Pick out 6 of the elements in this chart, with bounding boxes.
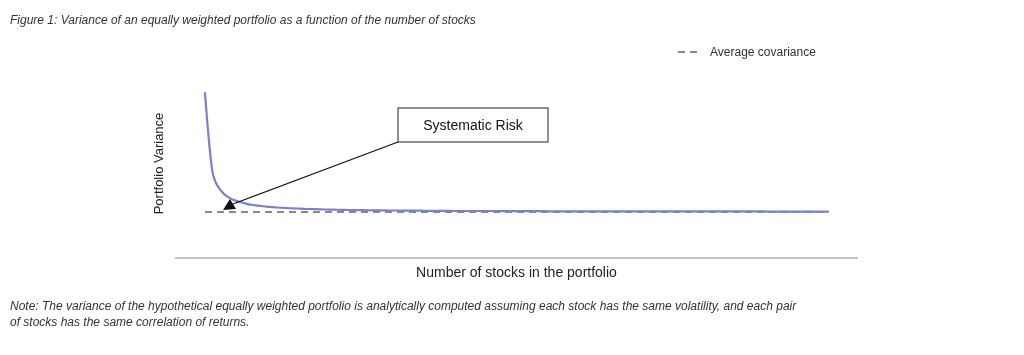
legend-label: Average covariance [710, 45, 817, 59]
chart-title: Figure 1: Variance of an equally weighted portfolio as a function of the number of stocks [10, 13, 476, 27]
y-axis-title: Portfolio Variance [151, 112, 166, 215]
text: Note: The variance of the hypothetical equally weighted portfolio is analytically computed assuming each stock has the same volatility, and each pair of stocks has the same correlation of returns. [10, 299, 798, 329]
x-axis-title: Number of stocks in the portfolio [416, 264, 618, 280]
annotation: Systematic Risk [423, 117, 524, 133]
